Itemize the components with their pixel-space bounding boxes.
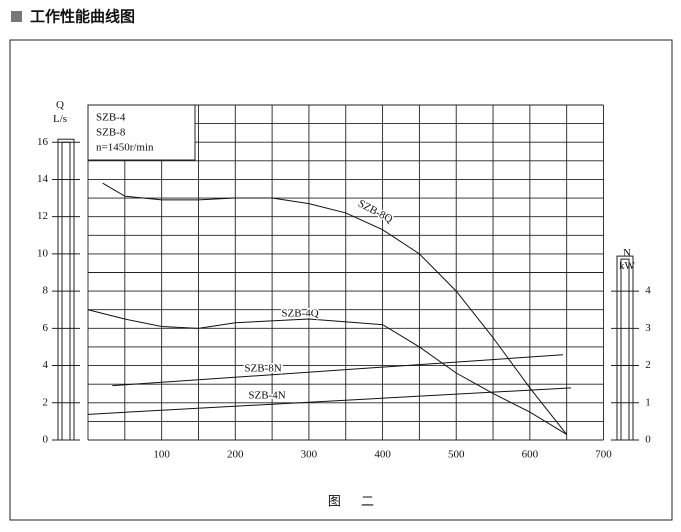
- y-tick-label: 4: [43, 359, 49, 371]
- series-label: SZB-4N: [248, 390, 285, 402]
- series-label: SZB-4Q: [281, 308, 318, 320]
- x-tick-label: 400: [374, 449, 391, 461]
- y-label: Q: [56, 99, 64, 111]
- y2-tick-label: 4: [645, 285, 651, 297]
- y-tick-label: 2: [43, 396, 49, 408]
- y2-tick-label: 1: [645, 396, 651, 408]
- y2-axis-tube-inner: [620, 258, 630, 441]
- frame: [9, 39, 673, 521]
- legend-box: [87, 104, 196, 161]
- y2-tick-label: 2: [645, 359, 651, 371]
- x-tick-label: 700: [595, 449, 612, 461]
- caption: 图 二: [328, 495, 382, 510]
- series-line: [87, 387, 572, 415]
- y-tick-label: 0: [43, 434, 49, 446]
- y2-unit: kW: [619, 260, 636, 272]
- y2-axis-tube: [616, 255, 634, 441]
- y-tick-label: 16: [37, 136, 49, 148]
- y-tick-label: 6: [43, 322, 49, 334]
- y-tick-label: 8: [43, 285, 49, 297]
- legend-text: SZB-4: [96, 112, 126, 124]
- series-line: [87, 309, 567, 435]
- x-tick-label: 600: [522, 449, 539, 461]
- y-unit: L/s: [53, 113, 67, 125]
- series-label: SZB-8Q: [356, 198, 395, 226]
- legend-text: SZB-8: [96, 127, 126, 139]
- x-tick-label: 500: [448, 449, 465, 461]
- y2-label: N: [623, 247, 631, 259]
- y-tick-label: 10: [37, 247, 49, 259]
- x-tick-label: 200: [227, 449, 244, 461]
- series-line: [102, 182, 568, 435]
- y2-tick-label: 3: [645, 322, 651, 334]
- y-tick-label: 12: [37, 210, 48, 222]
- legend-text: n=1450r/min: [96, 142, 154, 154]
- title-icon: [11, 11, 22, 22]
- y-axis-tube: [57, 138, 75, 441]
- series-line: [112, 354, 564, 387]
- y-tick-label: 14: [37, 173, 49, 185]
- series-label: SZB-8N: [244, 363, 281, 375]
- x-tick-label: 100: [153, 449, 170, 461]
- y2-tick-label: 0: [645, 434, 651, 446]
- x-tick-label: 300: [301, 449, 318, 461]
- chart-title: 工作性能曲线图: [30, 8, 135, 26]
